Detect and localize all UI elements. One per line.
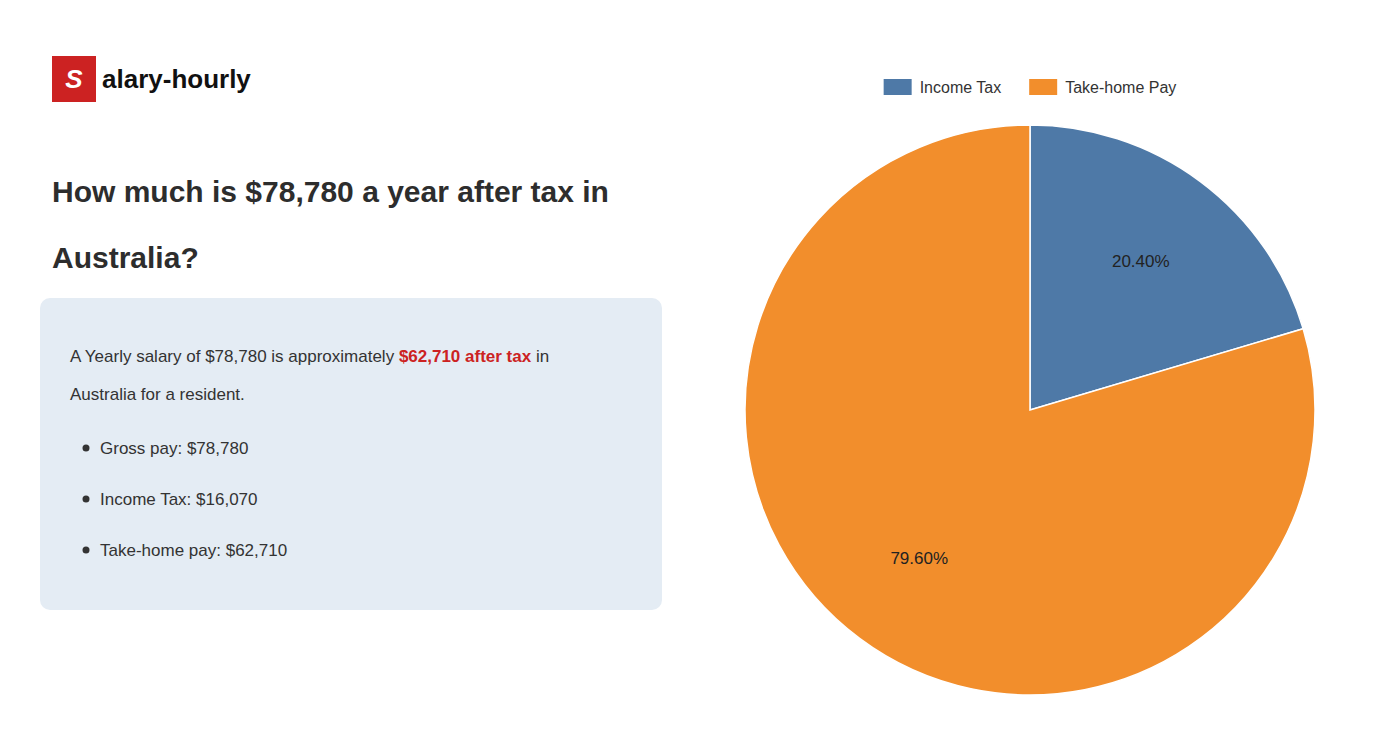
legend-label: Take-home Pay bbox=[1065, 79, 1176, 96]
data-label: 79.60% bbox=[890, 549, 948, 568]
bullet-text: Gross pay: $78,780 bbox=[100, 439, 248, 458]
pie bbox=[745, 125, 1315, 695]
legend: Income Tax Take-home Pay bbox=[884, 79, 1177, 96]
logo-box bbox=[52, 56, 96, 102]
chart: Salary-hourly How much is $78,780 a year … bbox=[0, 0, 1400, 750]
summary-text: Australia for a resident. bbox=[70, 385, 245, 404]
info-box bbox=[40, 298, 662, 610]
data-labels: 20.40% 79.60% bbox=[890, 252, 1169, 568]
legend-swatch bbox=[1029, 79, 1057, 95]
logo-letter: S bbox=[65, 64, 83, 94]
legend-item: Take-home Pay bbox=[1029, 79, 1176, 96]
bullet-dot bbox=[83, 445, 90, 452]
title: How much is $78,780 a year after tax in bbox=[52, 175, 609, 208]
bullet-dot bbox=[83, 496, 90, 503]
summary-text: in bbox=[531, 347, 549, 366]
text-panel: Salary-hourly How much is $78,780 a year … bbox=[40, 56, 662, 610]
bullet-text: Take-home pay: $62,710 bbox=[100, 541, 287, 560]
legend-item: Income Tax bbox=[884, 79, 1002, 96]
title: Australia? bbox=[52, 241, 199, 274]
legend-swatch bbox=[884, 79, 912, 95]
summary-highlight: $62,710 after tax bbox=[399, 347, 532, 366]
data-label: 20.40% bbox=[1112, 252, 1170, 271]
bullet-dot bbox=[83, 547, 90, 554]
legend-label: Income Tax bbox=[920, 79, 1002, 96]
summary-line: A Yearly salary of $78,780 is approximat… bbox=[70, 347, 549, 366]
bullet-text: Income Tax: $16,070 bbox=[100, 490, 258, 509]
summary-text: A Yearly salary of $78,780 is approximat… bbox=[70, 347, 399, 366]
logo-text: alary-hourly bbox=[102, 64, 251, 94]
pie-slice bbox=[745, 125, 1315, 695]
